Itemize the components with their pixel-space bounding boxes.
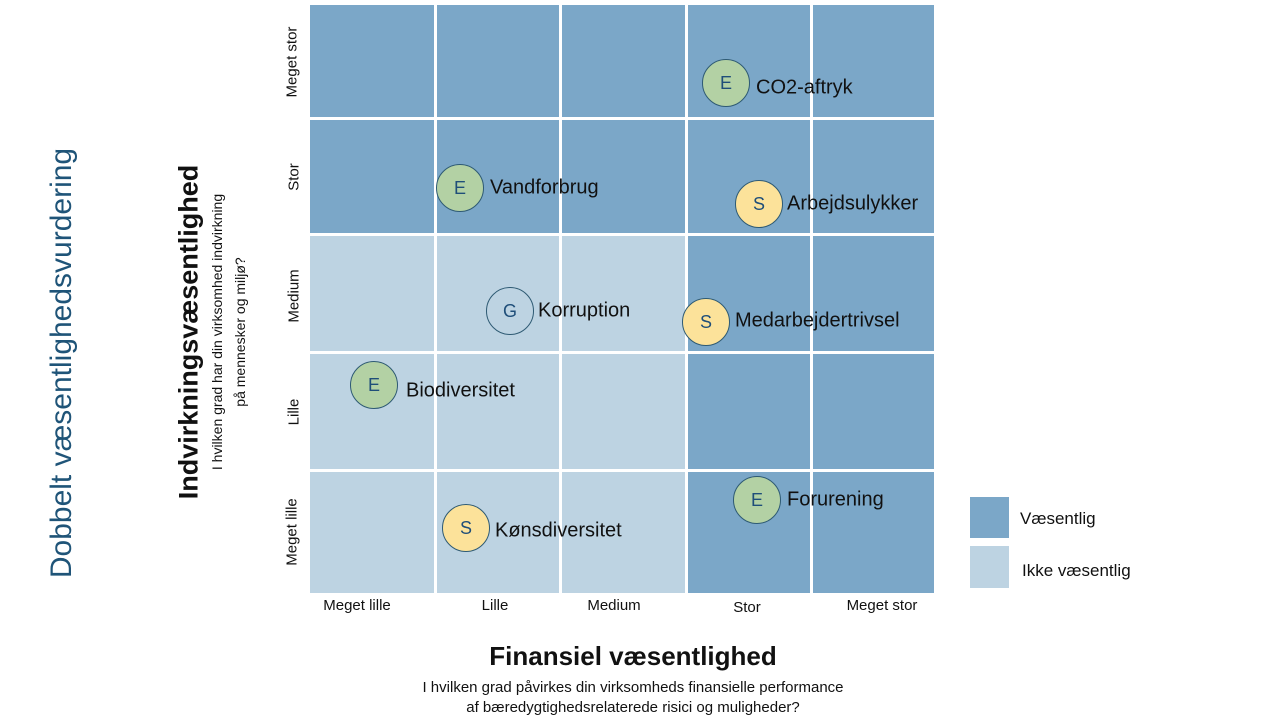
topic-label: Korruption <box>538 299 631 322</box>
x-tick: Meget stor <box>846 597 918 614</box>
cell <box>437 354 559 469</box>
x-tick: Meget lille <box>323 597 391 614</box>
category-badge: E <box>733 476 781 524</box>
legend-swatch-not-significant <box>970 546 1009 588</box>
cell <box>813 5 934 117</box>
category-badge: E <box>350 361 398 409</box>
topic-label: Arbejdsulykker <box>787 192 919 215</box>
cell <box>562 354 685 469</box>
cell <box>562 5 685 117</box>
cell <box>310 472 434 593</box>
y-tick: Stor <box>285 163 303 191</box>
legend-swatch-significant <box>970 497 1009 538</box>
cell <box>813 354 934 469</box>
x-tick: Lille <box>481 597 509 614</box>
y-tick: Meget lille <box>283 498 301 566</box>
topic-label: Medarbejdertrivsel <box>735 309 900 332</box>
cell <box>688 354 810 469</box>
y-tick: Meget stor <box>283 26 301 98</box>
category-badge: S <box>735 180 783 228</box>
topic-label: Forurening <box>787 488 884 511</box>
cell <box>562 236 685 351</box>
cell <box>437 5 559 117</box>
cell <box>310 5 434 117</box>
x-axis-subtitle-2: af bæredygtighedsrelaterede risici og mu… <box>466 699 800 716</box>
legend-label: Væsentlig <box>1020 509 1096 528</box>
y-tick: Medium <box>285 269 303 323</box>
cell <box>310 236 434 351</box>
topic-label: Kønsdiversitet <box>495 519 622 542</box>
topic-label: Biodiversitet <box>406 379 515 402</box>
y-axis-subtitle-2: på mennesker og miljø? <box>232 257 248 407</box>
x-axis-title: Finansiel væsentlighed <box>489 641 777 671</box>
y-tick: Lille <box>285 398 303 426</box>
cell <box>813 472 934 593</box>
y-axis-title: Indvirkningsvæsentlighed <box>173 164 204 500</box>
topic-label: CO2-aftryk <box>756 76 853 99</box>
cell <box>813 120 934 233</box>
cell <box>562 472 685 593</box>
x-tick: Stor <box>733 599 761 616</box>
main-title: Dobbelt væsentlighedsvurdering <box>45 147 78 579</box>
category-badge: S <box>442 504 490 552</box>
x-axis-subtitle-1: I hvilken grad påvirkes din virksomheds … <box>422 679 844 696</box>
y-axis-subtitle-1: I hvilken grad har din virksomhed indvir… <box>209 193 225 471</box>
category-badge: E <box>436 164 484 212</box>
x-tick: Medium <box>587 597 641 614</box>
cell <box>562 120 685 233</box>
category-badge: E <box>702 59 750 107</box>
category-badge: S <box>682 298 730 346</box>
legend-label: Ikke væsentlig <box>1022 561 1131 580</box>
cell <box>813 236 934 351</box>
category-badge: G <box>486 287 534 335</box>
cell <box>310 120 434 233</box>
topic-label: Vandforbrug <box>490 176 599 199</box>
cell <box>688 5 810 117</box>
